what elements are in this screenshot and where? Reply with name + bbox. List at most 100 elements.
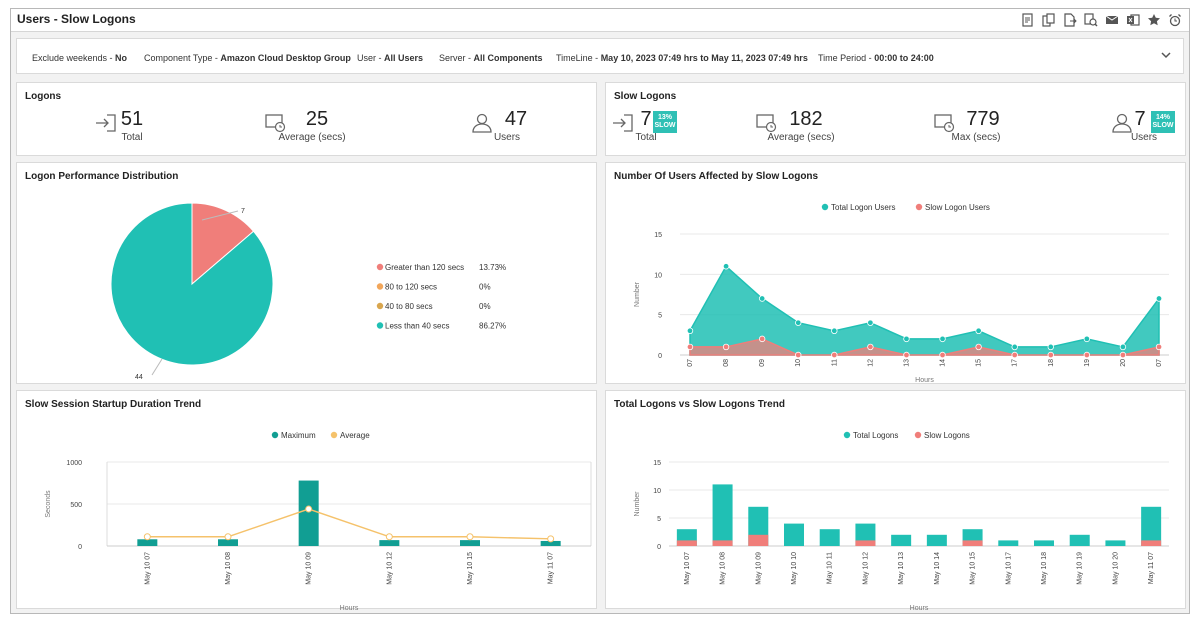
slow-users-percent-badge: 14% SLOW [1151,111,1175,133]
bar [962,540,983,546]
y-tick-label: 1000 [66,460,82,467]
data-point [758,335,766,343]
pie-chart: 7 44 Greater than 120 secs 13.73% 80 to 120 … [110,202,506,381]
bar [676,540,697,546]
data-point [1119,343,1127,351]
data-point [831,327,838,334]
alarm-icon[interactable] [1167,12,1183,28]
x-tick-label: May 10 07 [144,552,151,585]
x-axis-label: Hours [915,377,934,384]
logon-icon [613,114,633,132]
data-label: 7 [241,208,245,215]
mail-icon[interactable] [1104,12,1120,28]
legend-label: Slow Logons [924,431,970,440]
bar [1105,540,1126,546]
x-tick-label: May 10 13 [898,552,905,585]
x-axis-label: Hours [340,605,359,610]
x-tick-label: May 10 11 [827,552,834,584]
data-point [686,343,694,351]
y-axis-label: Number [634,491,641,517]
favorite-icon[interactable] [1146,12,1162,28]
export-icon[interactable] [1062,12,1078,28]
logons-title: Logons [25,91,62,102]
excel-icon[interactable] [1125,12,1141,28]
bar [712,484,733,546]
x-tick-label: May 10 07 [684,552,691,585]
data-point [795,319,802,326]
bar [748,534,769,546]
legend-value: 0% [479,283,491,292]
duration-icon [756,114,777,133]
logon-distribution-panel: Logon Performance Distribution 7 44 Greate… [16,162,597,384]
legend-swatch [843,431,851,439]
x-tick-label: May 10 15 [467,552,474,585]
compare-icon[interactable] [1041,12,1057,28]
legend-swatch [271,431,279,439]
data-point [722,263,730,270]
filter-component-type: Component Type - Amazon Cloud Desktop Gr… [144,53,351,63]
legend-label: Average [340,431,370,440]
legend-swatch [376,322,384,329]
report-icon[interactable] [1020,12,1036,28]
x-tick-label: May 10 15 [970,552,977,585]
legend-label: Maximum [281,431,316,440]
data-point [795,351,802,359]
data-label: 44 [135,374,143,381]
x-tick-label: May 10 09 [306,552,313,585]
x-tick-label: May 11 07 [548,552,555,584]
filter-time-period: Time Period - 00:00 to 24:00 [818,53,934,63]
legend-label: Greater than 120 secs [385,263,464,272]
duration-icon [934,114,955,133]
legend-value: 13.73% [479,263,506,272]
x-tick-label: 08 [723,359,730,367]
x-tick-label: May 10 08 [720,552,727,585]
bar [218,539,238,546]
search-report-icon[interactable] [1083,12,1099,28]
logon-icon [96,114,116,132]
legend-swatch [821,203,829,211]
data-point [547,535,555,543]
users-affected-panel: Number Of Users Affected by Slow Logons … [605,162,1186,384]
data-point [1083,351,1091,359]
bar [137,539,158,546]
x-tick-label: May 11 07 [1148,552,1155,584]
data-point [758,295,766,302]
data-point [1083,335,1091,343]
leader-line [201,210,239,221]
bar [540,540,561,546]
data-point [722,343,730,351]
legend-value: 0% [479,302,491,311]
slow-logons-users: 7 Users [1130,108,1158,143]
x-tick-label: 20 [1120,359,1127,367]
duration-icon [265,114,286,133]
legend-value: 86.27% [479,322,506,331]
title-bar: Users - Slow Logons [11,9,1189,32]
bar [1034,540,1054,546]
legend-label: 80 to 120 secs [385,283,437,292]
data-point [224,533,232,541]
bar [460,540,480,546]
chart-title: Number Of Users Affected by Slow Logons [614,171,819,182]
bar-line-chart: 0 500 1000 May 10 07 May 10 08 May 10 09 May 1… [45,431,592,610]
filter-user: User - All Users [357,53,424,63]
x-tick-label: 10 [795,359,802,367]
legend-swatch [330,431,338,439]
x-tick-label: 09 [759,359,766,367]
legend-swatch [914,431,922,439]
stacked-bar-chart: 0 5 10 15 May 10 07 May 10 08 May 10 09 May 10 … [634,431,1169,610]
y-tick-label: 500 [70,502,82,509]
bar [1141,540,1162,546]
x-tick-label: May 10 12 [386,552,393,585]
legend-label: Slow Logon Users [925,203,990,212]
chevron-down-icon[interactable] [1159,49,1173,61]
data-point [686,327,694,334]
filter-server: Server - All Components [439,53,543,63]
slow-logons-total: 7 Total [635,108,657,143]
bar [998,540,1019,546]
y-tick-label: 10 [654,272,662,279]
bar [712,540,733,546]
data-point [867,343,874,351]
logons-panel: Logons 51 Total 25 Average (secs) 47 Users [16,82,597,156]
logons-trend-panel: Total Logons vs Slow Logons Trend 0 5 10 15… [605,390,1186,610]
y-axis-label: Seconds [45,490,52,518]
